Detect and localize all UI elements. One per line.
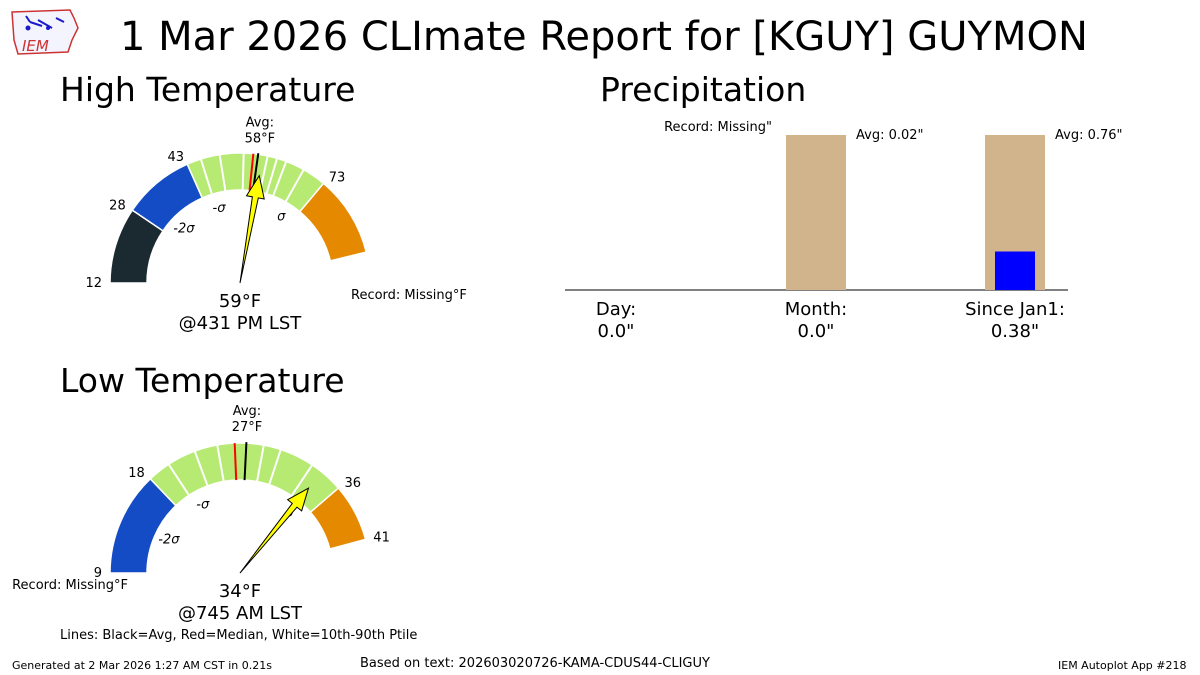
avg-value-label: 27°F bbox=[232, 420, 263, 435]
gauge-band-3 bbox=[309, 487, 367, 550]
tick-label-1: 18 bbox=[128, 466, 145, 481]
tick-label-2: 43 bbox=[167, 150, 184, 165]
iem-iowa-logo-icon: IEM bbox=[11, 9, 79, 55]
avg-label: Avg: bbox=[233, 404, 261, 419]
category-label-2: Since Jan1: bbox=[965, 299, 1065, 320]
precip-title: Precipitation bbox=[600, 70, 807, 109]
footer-based-on: Based on text: 202603020726-KAMA-CDUS44-… bbox=[360, 656, 710, 671]
percentile-line-1 bbox=[193, 450, 209, 487]
tick-label-0: 12 bbox=[85, 276, 102, 291]
percentile-line-4 bbox=[268, 449, 282, 486]
high-temp-title: High Temperature bbox=[60, 70, 356, 109]
avg-label-1: Avg: 0.02" bbox=[856, 128, 924, 143]
sigma-label-0: -2σ bbox=[173, 221, 195, 236]
percentile-line-2 bbox=[216, 444, 225, 482]
logo-text: IEM bbox=[22, 37, 49, 55]
footer-generated: Generated at 2 Mar 2026 1:27 AM CST in 0… bbox=[12, 659, 272, 672]
page-title: 1 Mar 2026 CLImate Report for [KGUY] GUY… bbox=[120, 14, 1088, 60]
avg-value-label: 58°F bbox=[245, 131, 276, 146]
sigma-label-0: -2σ bbox=[158, 533, 180, 548]
observed-value: 34°F bbox=[219, 581, 261, 602]
percentile-line-6 bbox=[284, 169, 305, 203]
footer-app: IEM Autoplot App #218 bbox=[1058, 659, 1187, 672]
gauge-band-3 bbox=[298, 182, 368, 262]
tick-label-3: 41 bbox=[373, 530, 390, 545]
tick-label-3: 73 bbox=[329, 170, 346, 185]
tick-label-1: 28 bbox=[109, 199, 126, 214]
percentile-line-2 bbox=[241, 153, 245, 191]
tick-label-2: 36 bbox=[344, 476, 361, 491]
lines-legend: Lines: Black=Avg, Red=Median, White=10th… bbox=[60, 628, 418, 643]
avg-label-2: Avg: 0.76" bbox=[1055, 128, 1123, 143]
avg-line bbox=[243, 442, 248, 481]
value-label-1: 0.0" bbox=[798, 321, 835, 342]
observed-bar-2 bbox=[995, 251, 1035, 290]
category-label-1: Month: bbox=[785, 299, 847, 320]
percentile-line-1 bbox=[218, 154, 227, 192]
percentile-line-5 bbox=[290, 464, 314, 497]
observed-time: @431 PM LST bbox=[179, 313, 303, 334]
avg-bar-1 bbox=[786, 135, 846, 290]
observed-value: 59°F bbox=[219, 291, 261, 312]
percentile-line-4 bbox=[265, 158, 279, 195]
precip-chart: Day:0.0"Record: Missing"Month:0.0"Avg: 0… bbox=[565, 120, 1123, 342]
observed-arrow bbox=[239, 174, 265, 284]
percentile-line-3 bbox=[256, 445, 265, 482]
record-label: Record: Missing°F bbox=[12, 578, 128, 593]
record-label: Record: Missing°F bbox=[351, 288, 467, 303]
observed-time: @745 AM LST bbox=[178, 603, 303, 624]
category-label-0: Day: bbox=[596, 299, 636, 320]
percentile-line-0 bbox=[167, 463, 190, 496]
percentile-line-0 bbox=[199, 158, 213, 195]
low-temp-title: Low Temperature bbox=[60, 361, 345, 400]
value-label-0: 0.0" bbox=[598, 321, 635, 342]
sigma-label-2: σ bbox=[277, 210, 286, 225]
tick-label-0: 9 bbox=[94, 566, 102, 581]
median-line bbox=[233, 443, 238, 481]
avg-label: Avg: bbox=[246, 115, 274, 130]
avg-label-0: Record: Missing" bbox=[664, 120, 772, 135]
sigma-label-1: -σ bbox=[213, 201, 227, 216]
percentile-line-5 bbox=[272, 161, 288, 197]
sigma-label-1: -σ bbox=[196, 497, 210, 512]
value-label-2: 0.38" bbox=[991, 321, 1039, 342]
observed-arrow bbox=[239, 487, 310, 574]
high-temp-gauge: Avg:58°F 12 28 43 73 -2σ -σ σ 59°F@431 PM LST Rec… bbox=[85, 115, 467, 334]
median-line bbox=[248, 153, 255, 191]
